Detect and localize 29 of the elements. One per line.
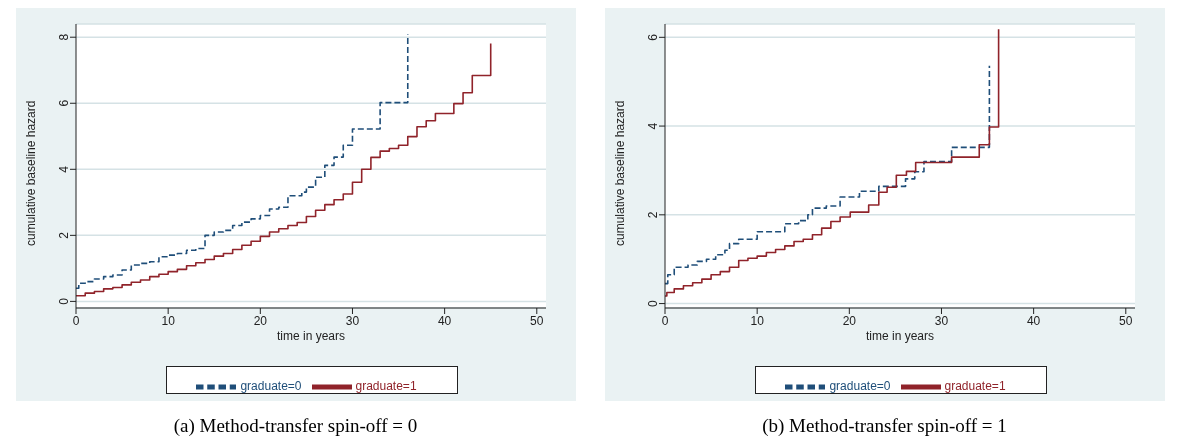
- text: (b) Method-transfer spin-off = 1: [762, 415, 1007, 437]
- y-tick-label: 6: [645, 33, 660, 41]
- x-axis-title: time in years: [865, 329, 934, 343]
- y-tick-label: 4: [645, 122, 660, 130]
- x-tick-label: 30: [345, 313, 359, 328]
- x-tick-label: 20: [253, 313, 267, 328]
- text: (a) Method-transfer spin-off = 0: [173, 415, 418, 437]
- legend-label: graduate=0: [829, 379, 891, 394]
- x-tick-label: 10: [160, 313, 175, 328]
- y-tick-label: 0: [56, 297, 71, 305]
- y-tick-label: 8: [56, 33, 71, 41]
- x-tick-label: 30: [934, 313, 948, 328]
- x-tick-label: 40: [437, 313, 452, 328]
- x-tick-label: 50: [1118, 313, 1133, 328]
- y-axis-title: cumulative baseline hazard: [612, 100, 627, 246]
- x-tick-label: 20: [842, 313, 856, 328]
- y-tick-label: 4: [56, 165, 71, 173]
- legend-label: graduate=1: [944, 379, 1006, 394]
- y-tick-label: 2: [645, 211, 660, 219]
- x-tick-label: 10: [749, 313, 764, 328]
- y-tick-label: 0: [645, 299, 660, 307]
- legend-label: graduate=0: [240, 379, 302, 394]
- x-tick-label: 40: [1026, 313, 1041, 328]
- y-tick-label: 2: [56, 231, 71, 239]
- legend-label: graduate=1: [355, 379, 417, 394]
- y-axis-title: cumulative baseline hazard: [23, 100, 38, 246]
- y-tick-label: 6: [56, 99, 71, 107]
- x-tick-label: 50: [529, 313, 544, 328]
- x-axis-title: time in years: [276, 329, 345, 343]
